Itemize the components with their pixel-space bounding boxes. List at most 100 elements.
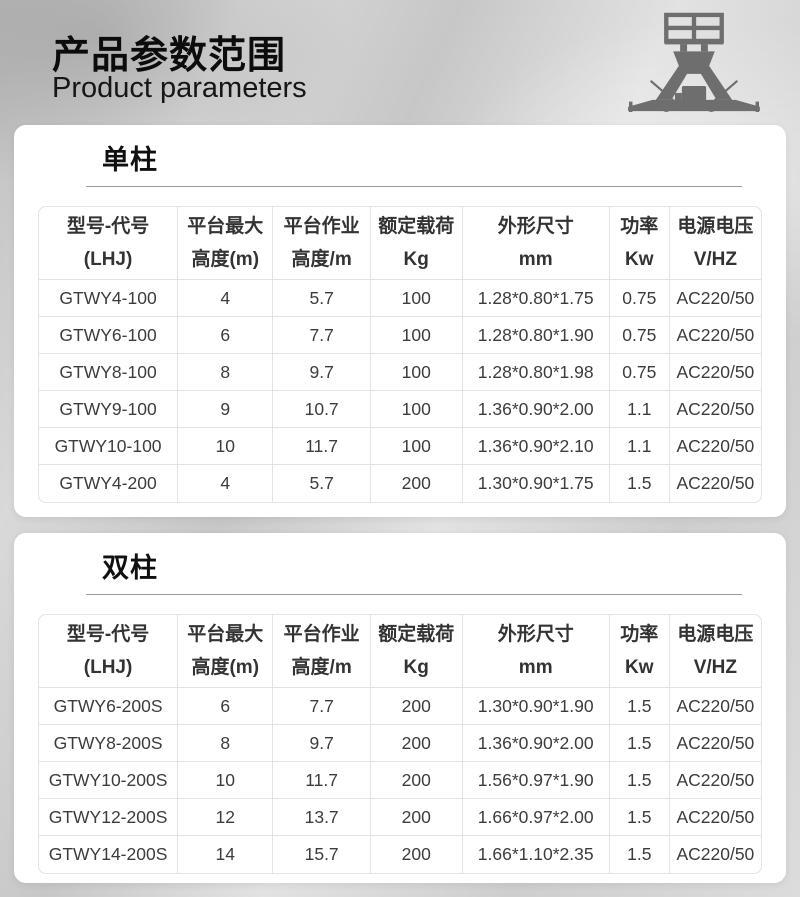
table-cell: 200 xyxy=(370,798,463,836)
table-cell: GTWY6-200S xyxy=(39,687,179,725)
table-cell: GTWY4-200 xyxy=(39,464,179,502)
table-cell: 6 xyxy=(177,687,274,725)
table-cell: 1.66*1.10*2.35 xyxy=(462,835,610,873)
table-cell: 1.1 xyxy=(609,390,670,428)
table-cell: 1.66*0.97*2.00 xyxy=(462,798,610,836)
table-cell: 1.36*0.90*2.00 xyxy=(462,390,610,428)
table-cell: 5.7 xyxy=(272,279,371,317)
table-cell: 10 xyxy=(177,761,274,799)
table-cell: 4 xyxy=(177,279,274,317)
table-cell: 9 xyxy=(177,390,274,428)
table-cell: AC220/50 xyxy=(669,390,761,428)
table-row: GTWY4-200 4 5.7 200 1.30*0.90*1.75 1.5 AC220/5… xyxy=(39,464,761,502)
table-cell: 1.1 xyxy=(609,427,670,465)
table-cell: GTWY8-100 xyxy=(39,353,179,391)
column-header: 额定载荷 Kg xyxy=(370,615,463,688)
table-row: GTWY6-100 6 7.7 100 1.28*0.80*1.90 0.75 AC220/… xyxy=(39,316,761,354)
table-cell: 1.30*0.90*1.90 xyxy=(462,687,610,725)
table-cell: 6 xyxy=(177,316,274,354)
column-header: 平台作业 高度/m xyxy=(272,615,371,688)
table-row: GTWY12-200S 12 13.7 200 1.66*0.97*2.00 1.5 AC2… xyxy=(39,798,761,836)
table-cell: GTWY14-200S xyxy=(39,835,179,873)
table-cell: 1.5 xyxy=(609,687,670,725)
table-row: GTWY4-100 4 5.7 100 1.28*0.80*1.75 0.75 AC220/… xyxy=(39,279,761,317)
single-column-card: 单柱 型号-代号 (LHJ) 平台最大 高度(m) 平台作业 高度/m 额定载荷 Kg 外形尺寸… xyxy=(14,125,786,517)
table-cell: 1.36*0.90*2.10 xyxy=(462,427,610,465)
column-header: 功率 Kw xyxy=(609,615,670,688)
table-cell: 15.7 xyxy=(272,835,371,873)
column-header: 平台最大 高度(m) xyxy=(177,207,274,280)
section-divider xyxy=(86,186,742,187)
table-cell: 200 xyxy=(370,464,463,502)
double-column-table-wrap: 型号-代号 (LHJ) 平台最大 高度(m) 平台作业 高度/m 额定载荷 Kg 外形尺寸 mm 功… xyxy=(38,614,762,874)
column-header: 型号-代号 (LHJ) xyxy=(39,615,179,688)
page-header: 产品参数范围 Product parameters xyxy=(0,0,800,125)
table-cell: 5.7 xyxy=(272,464,371,502)
table-cell: AC220/50 xyxy=(669,427,761,465)
table-cell: 1.5 xyxy=(609,724,670,762)
table-cell: AC220/50 xyxy=(669,724,761,762)
table-cell: 200 xyxy=(370,835,463,873)
table-cell: 9.7 xyxy=(272,724,371,762)
table-cell: 100 xyxy=(370,316,463,354)
table-cell: 10.7 xyxy=(272,390,371,428)
double-column-spec-table: 型号-代号 (LHJ) 平台最大 高度(m) 平台作业 高度/m 额定载荷 Kg 外形尺寸 mm 功… xyxy=(39,615,761,873)
table-cell: 9.7 xyxy=(272,353,371,391)
page-title: 产品参数范围 xyxy=(52,35,287,77)
table-cell: GTWY9-100 xyxy=(39,390,179,428)
aerial-work-platform-icon xyxy=(628,12,760,112)
table-cell: 14 xyxy=(177,835,274,873)
table-cell: 1.28*0.80*1.75 xyxy=(462,279,610,317)
table-cell: 1.30*0.90*1.75 xyxy=(462,464,610,502)
table-cell: 200 xyxy=(370,687,463,725)
section-divider xyxy=(86,594,742,595)
header-row: 型号-代号 (LHJ) 平台最大 高度(m) 平台作业 高度/m 额定载荷 Kg 外形尺寸 mm 功… xyxy=(39,207,761,280)
table-cell: 200 xyxy=(370,761,463,799)
column-header: 外形尺寸 mm xyxy=(462,207,610,280)
section-title-single: 单柱 xyxy=(102,145,158,175)
column-header: 功率 Kw xyxy=(609,207,670,280)
table-cell: 8 xyxy=(177,724,274,762)
table-row: GTWY10-200S 10 11.7 200 1.56*0.97*1.90 1.5 AC2… xyxy=(39,761,761,799)
table-cell: 11.7 xyxy=(272,427,371,465)
table-cell: 8 xyxy=(177,353,274,391)
page-subtitle: Product parameters xyxy=(52,72,307,104)
column-header: 额定载荷 Kg xyxy=(370,207,463,280)
column-header: 型号-代号 (LHJ) xyxy=(39,207,179,280)
table-cell: 4 xyxy=(177,464,274,502)
table-row: GTWY8-100 8 9.7 100 1.28*0.80*1.98 0.75 AC220/… xyxy=(39,353,761,391)
table-cell: 7.7 xyxy=(272,316,371,354)
table-cell: 12 xyxy=(177,798,274,836)
column-header: 外形尺寸 mm xyxy=(462,615,610,688)
table-cell: 0.75 xyxy=(609,316,670,354)
table-cell: 100 xyxy=(370,427,463,465)
table-cell: 7.7 xyxy=(272,687,371,725)
table-cell: GTWY10-200S xyxy=(39,761,179,799)
table-cell: 0.75 xyxy=(609,279,670,317)
table-row: GTWY6-200S 6 7.7 200 1.30*0.90*1.90 1.5 AC220/… xyxy=(39,687,761,725)
table-cell: 13.7 xyxy=(272,798,371,836)
table-cell: GTWY10-100 xyxy=(39,427,179,465)
table-row: GTWY14-200S 14 15.7 200 1.66*1.10*2.35 1.5 AC2… xyxy=(39,835,761,873)
column-header: 电源电压 V/HZ xyxy=(669,207,761,280)
table-cell: GTWY6-100 xyxy=(39,316,179,354)
table-cell: AC220/50 xyxy=(669,353,761,391)
table-cell: AC220/50 xyxy=(669,761,761,799)
table-cell: 10 xyxy=(177,427,274,465)
table-cell: AC220/50 xyxy=(669,279,761,317)
table-cell: AC220/50 xyxy=(669,798,761,836)
table-cell: 1.5 xyxy=(609,761,670,799)
table-cell: 11.7 xyxy=(272,761,371,799)
section-title-double: 双柱 xyxy=(102,553,158,583)
column-header: 平台作业 高度/m xyxy=(272,207,371,280)
table-cell: 1.5 xyxy=(609,798,670,836)
table-cell: AC220/50 xyxy=(676,472,755,493)
table-row: GTWY8-200S 8 9.7 200 1.36*0.90*2.00 1.5 AC220/… xyxy=(39,724,761,762)
table-cell: 1.56*0.97*1.90 xyxy=(462,761,610,799)
table-cell: GTWY12-200S xyxy=(39,798,179,836)
table-cell: 200 xyxy=(370,724,463,762)
single-column-table-wrap: 型号-代号 (LHJ) 平台最大 高度(m) 平台作业 高度/m 额定载荷 Kg 外形尺寸 mm 功… xyxy=(38,206,762,503)
double-column-card: 双柱 型号-代号 (LHJ) 平台最大 高度(m) 平台作业 高度/m 额定载荷 Kg 外形尺寸… xyxy=(14,533,786,883)
table-row: GTWY9-100 9 10.7 100 1.36*0.90*2.00 1.1 AC220/… xyxy=(39,390,761,428)
table-cell: AC220/50 xyxy=(669,316,761,354)
